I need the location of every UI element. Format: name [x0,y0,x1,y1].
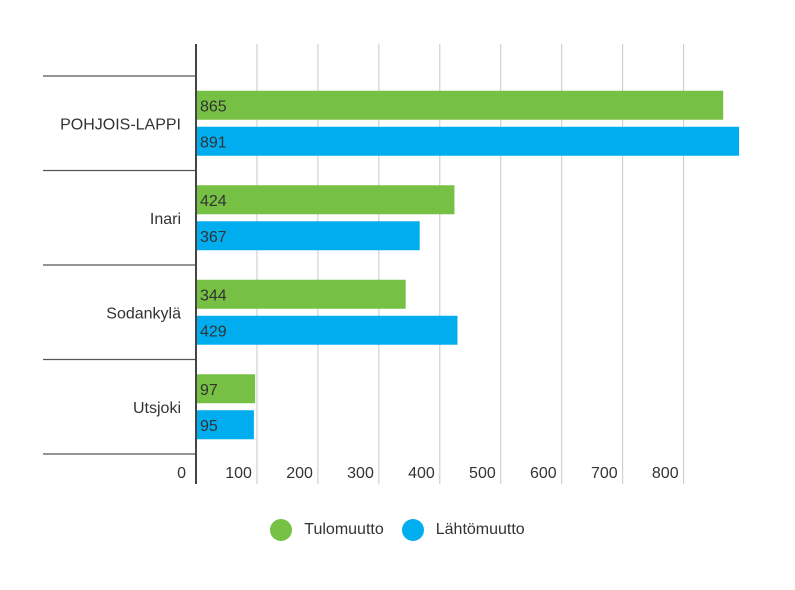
bar-chart: 865 891 POHJOIS-LAPPI 424 367 Inari 344 429 Soda… [43,44,740,484]
legend-item: Lähtömuutto [401,519,525,541]
bar-value-label: 865 [200,98,227,115]
bar-pohjois-lappi-tulomuutto [196,90,724,120]
bar-value-label: 429 [200,323,227,340]
bar-inari-tulomuutto [196,185,455,215]
x-tick-label: 500 [469,465,496,482]
bar-pohjois-lappi-l-ht-muutto [196,126,740,156]
x-tick-label: 100 [225,465,252,482]
category-label: Sodankylä [106,305,181,322]
bar-value-label: 424 [200,193,227,210]
x-tick-label: 800 [652,465,679,482]
bar-sodankyl--l-ht-muutto [196,315,458,345]
x-tick-label: 0 [177,465,186,482]
x-tick-label: 200 [286,465,313,482]
x-tick-label: 300 [347,465,374,482]
bar-value-label: 367 [200,229,227,246]
category-label: Inari [150,211,181,228]
x-tick-label: 600 [530,465,557,482]
bar-value-label: 97 [200,382,218,399]
legend-swatch [401,519,424,541]
bar-value-label: 344 [200,287,227,304]
bar-utsjoki-l-ht-muutto [196,410,254,440]
x-tick-label: 400 [408,465,435,482]
bar-sodankyl--tulomuutto [196,279,406,309]
category-label: Utsjoki [133,400,181,417]
legend: Tulomuutto Lähtömuutto [0,519,795,541]
legend-item: Tulomuutto [270,519,384,541]
legend-label: Tulomuutto [304,521,384,538]
bar-value-label: 95 [200,418,218,435]
legend-label: Lähtömuutto [435,521,525,538]
x-tick-label: 700 [591,465,618,482]
bar-value-label: 891 [200,134,227,151]
legend-swatch [270,519,293,541]
category-label: POHJOIS-LAPPI [60,116,181,133]
bar-utsjoki-tulomuutto [196,374,256,404]
bar-inari-l-ht-muutto [196,221,420,251]
